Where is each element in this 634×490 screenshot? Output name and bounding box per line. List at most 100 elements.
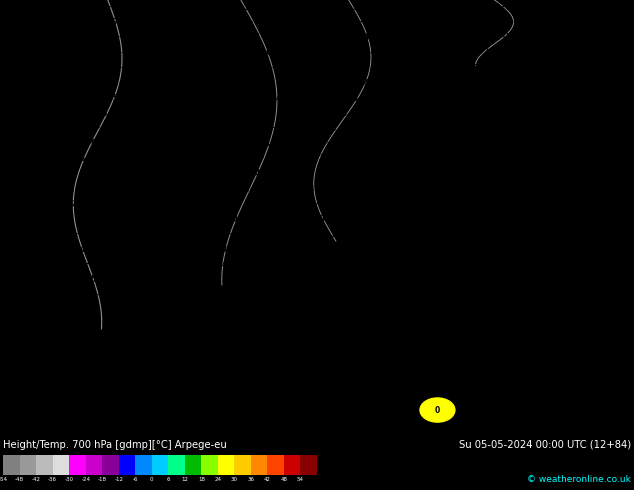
Text: 4: 4 [46, 245, 52, 254]
Text: 4: 4 [167, 305, 172, 315]
Text: -: - [129, 351, 133, 360]
Text: 2: 2 [440, 291, 445, 299]
Text: -: - [436, 396, 439, 405]
Text: -: - [283, 260, 286, 269]
Text: 3: 3 [254, 199, 259, 209]
Text: -: - [425, 275, 428, 284]
Text: 4: 4 [14, 366, 19, 375]
Text: 2: 2 [309, 381, 314, 390]
Text: -: - [337, 426, 340, 436]
Text: 5: 5 [145, 94, 150, 103]
Text: 5: 5 [210, 94, 216, 103]
Text: 7: 7 [14, 18, 19, 27]
Text: -: - [162, 79, 165, 88]
Text: -: - [611, 64, 614, 73]
Text: -1: -1 [624, 381, 633, 390]
Text: 5: 5 [320, 64, 325, 73]
Text: 3: 3 [385, 64, 391, 73]
Text: 5: 5 [25, 305, 30, 315]
Text: -: - [556, 94, 559, 103]
Text: 7: 7 [79, 79, 85, 88]
Text: -: - [20, 170, 23, 178]
Text: -: - [458, 94, 461, 103]
Text: -1: -1 [614, 381, 622, 390]
Text: -: - [501, 366, 505, 375]
Text: -: - [600, 139, 603, 148]
Text: 3: 3 [145, 351, 150, 360]
Text: 3: 3 [418, 64, 424, 73]
Text: 1: 1 [560, 275, 566, 284]
Text: -: - [414, 305, 417, 315]
Text: -: - [53, 79, 56, 88]
Text: 2: 2 [363, 396, 369, 405]
Text: -: - [327, 94, 330, 103]
Text: 2: 2 [593, 109, 598, 118]
Text: -: - [10, 64, 13, 73]
Text: -: - [348, 291, 351, 299]
Text: -: - [534, 64, 537, 73]
Text: -: - [97, 260, 100, 269]
Text: 4: 4 [320, 170, 325, 178]
Text: 6: 6 [36, 139, 41, 148]
Text: 3: 3 [112, 336, 117, 345]
Text: -: - [53, 33, 56, 42]
Text: 3: 3 [233, 305, 238, 315]
Text: 2: 2 [407, 291, 413, 299]
Text: -: - [195, 351, 198, 360]
Text: -: - [425, 154, 428, 163]
Text: -36: -36 [48, 477, 57, 482]
Text: -: - [490, 18, 493, 27]
Text: -: - [97, 275, 100, 284]
Text: 2: 2 [506, 199, 511, 209]
Text: -: - [327, 49, 330, 57]
Text: -: - [141, 139, 144, 148]
Text: -: - [206, 366, 209, 375]
Text: -: - [304, 124, 307, 133]
Text: -: - [446, 230, 450, 239]
Text: 5: 5 [342, 33, 347, 42]
Text: -: - [600, 49, 603, 57]
Text: 0: 0 [604, 336, 609, 345]
Text: 2: 2 [385, 320, 391, 330]
Text: Height/Temp. 700 hPa [gdmp][°C] Arpege-eu: Height/Temp. 700 hPa [gdmp][°C] Arpege-e… [3, 440, 227, 450]
Text: -: - [173, 139, 176, 148]
Text: -: - [239, 291, 242, 299]
Text: 5: 5 [309, 3, 314, 12]
Text: -: - [228, 33, 231, 42]
Text: -: - [359, 18, 362, 27]
Text: 1: 1 [462, 245, 467, 254]
Text: 4: 4 [375, 109, 380, 118]
Text: 2: 2 [429, 291, 434, 299]
Text: -: - [316, 33, 318, 42]
Text: 3: 3 [331, 139, 336, 148]
Text: 3: 3 [407, 170, 413, 178]
Text: 4: 4 [3, 396, 8, 405]
Text: -: - [414, 412, 417, 420]
Text: -: - [20, 426, 23, 436]
Text: -: - [567, 426, 570, 436]
Text: -: - [184, 245, 188, 254]
Text: 6: 6 [134, 18, 139, 27]
Text: 6: 6 [68, 124, 74, 133]
Text: 0: 0 [582, 351, 588, 360]
Text: -1: -1 [559, 396, 567, 405]
Text: 2: 2 [495, 199, 500, 209]
Text: -: - [119, 320, 122, 330]
Text: 2: 2 [473, 215, 478, 224]
Text: 4: 4 [276, 18, 281, 27]
Text: -: - [337, 3, 340, 12]
Text: -: - [611, 33, 614, 42]
Text: -: - [10, 33, 13, 42]
Text: -: - [64, 320, 67, 330]
Text: 1: 1 [462, 412, 467, 420]
Text: 3: 3 [353, 109, 358, 118]
Bar [102, 455, 119, 474]
Text: -: - [141, 381, 144, 390]
Text: -: - [162, 412, 165, 420]
Text: 2: 2 [320, 426, 325, 436]
Text: 4: 4 [407, 33, 413, 42]
Text: -: - [195, 426, 198, 436]
Text: -: - [600, 109, 603, 118]
Text: 2: 2 [527, 124, 533, 133]
Text: -: - [600, 336, 603, 345]
